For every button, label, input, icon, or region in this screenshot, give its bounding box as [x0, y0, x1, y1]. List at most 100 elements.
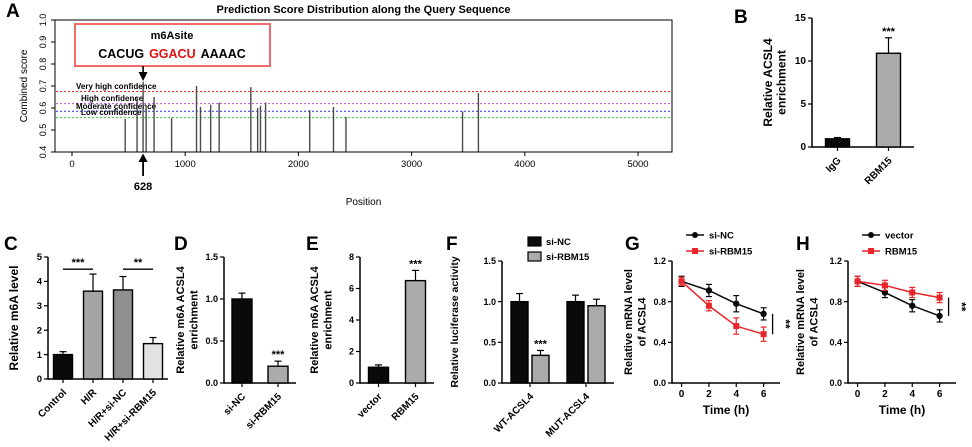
- y-tick-label: 0.4: [38, 146, 48, 159]
- y-axis-label: Relative m6A ACSL4: [175, 265, 187, 373]
- y-axis-label: Combined score: [19, 49, 30, 122]
- series-line: [857, 280, 940, 299]
- y-axis-label: Relative luciferase activity: [449, 256, 461, 387]
- bar: [510, 300, 529, 384]
- panel-C-chart: 0 1 2 3 4 5 Relative m6A level Control H/RH/R+si…: [7, 252, 168, 444]
- y-axis-label: Relative mRNA level: [795, 269, 807, 375]
- bar: [824, 138, 851, 148]
- y-tick-label: 0: [349, 378, 354, 388]
- y-tick-label: 4: [349, 315, 354, 325]
- panel-letter-F: F: [446, 234, 458, 255]
- x-category-label: RBM15: [390, 391, 422, 423]
- panel-B-chart: 0 5 10 15 Relative ACSL4 enrichment *** IgG RBM1…: [761, 13, 914, 187]
- panel-letter-B: B: [734, 7, 748, 28]
- series-line: [681, 280, 764, 315]
- sig-stars: ***: [272, 349, 286, 361]
- x-tick-label: 2: [882, 389, 888, 400]
- x-tick-label: 2: [706, 389, 712, 400]
- x-category-label: WT-ACSL4: [492, 391, 536, 435]
- panel-letter-D: D: [174, 234, 188, 255]
- panel-letter-E: E: [306, 234, 319, 255]
- bar: [367, 366, 390, 384]
- panel-G-chart: 0.0 0.4 0.8 1.2 Relative mRNA level of ACSL4 0…: [623, 231, 793, 418]
- m6a-sequence: CACUG GGACU AAAAC: [98, 47, 246, 61]
- y-tick-label: 1.5: [205, 252, 218, 262]
- y-tick-label: 4: [37, 277, 43, 288]
- y-tick-label: 15: [795, 13, 807, 24]
- sig-stars: ***: [534, 338, 548, 350]
- y-tick-label: 0.6: [38, 102, 48, 115]
- series-line: [681, 280, 764, 335]
- legend-marker: [868, 248, 874, 254]
- panel-E-chart: 0 2 4 6 8 Relative m6A ACSL4 enrichment *** vect…: [309, 252, 434, 423]
- bar: [267, 365, 289, 384]
- x-tick-label: 0: [69, 159, 74, 170]
- y-axis-label: enrichment: [189, 290, 201, 350]
- y-tick-label: 1.0: [38, 14, 48, 27]
- x-tick-label: 6: [937, 389, 943, 400]
- marker-circle: [705, 287, 713, 294]
- series-line: [857, 280, 940, 317]
- x-category-label: si-RBM15: [244, 391, 284, 431]
- x-category-label: si-NC: [222, 391, 248, 417]
- threshold-label: Moderate confidence: [76, 102, 157, 111]
- y-tick-label: 10: [795, 56, 807, 67]
- y-tick-label: 1.0: [483, 297, 496, 307]
- y-tick-label: 0.4: [829, 338, 842, 348]
- arrow-position-label: 628: [134, 181, 152, 193]
- panel-A: A Prediction Score Distribution along th…: [0, 0, 700, 225]
- panel-A-chart: Prediction Score Distribution along the …: [19, 4, 673, 208]
- sig-stars: **: [134, 257, 143, 269]
- y-tick-label: 1.5: [483, 256, 496, 266]
- marker-square: [678, 278, 685, 285]
- down-arrow-head: [138, 72, 148, 81]
- y-tick-label: 0.8: [653, 297, 666, 307]
- y-axis-label: Relative ACSL4: [761, 38, 775, 127]
- sig-stars: ***: [882, 26, 896, 38]
- panel-G: G 0.0 0.4 0.8 1.2 Relative mRNA level of ACSL…: [620, 225, 793, 447]
- legend-marker: [692, 232, 698, 238]
- x-tick-label: 5000: [627, 159, 648, 170]
- marker-square: [760, 331, 767, 338]
- panel-H: H 0.0 0.4 0.8 1.2 Relative mRNA level of ACSL…: [792, 225, 972, 447]
- marker-circle: [936, 312, 943, 320]
- y-tick-label: 6: [349, 284, 354, 294]
- x-category-label: MUT-ACSL4: [544, 391, 593, 440]
- bar: [142, 342, 164, 380]
- x-axis-label: Time (h): [879, 403, 925, 417]
- threshold-label: High confidence: [81, 94, 144, 103]
- y-tick-label: 0.0: [653, 378, 666, 388]
- bar: [82, 290, 104, 380]
- panel-F: F 0.0 0.5 1.0 1.5 Relative luciferase activi…: [444, 225, 620, 447]
- legend-label: si-NC: [709, 231, 734, 242]
- marker-square: [854, 278, 861, 285]
- panel-letter-C: C: [4, 234, 18, 255]
- panel-letter-H: H: [796, 234, 810, 255]
- y-axis-label: enrichment: [775, 50, 789, 115]
- bar: [231, 298, 253, 384]
- y-tick-label: 3: [37, 301, 42, 312]
- y-tick-label: 0.5: [205, 336, 218, 346]
- marker-circle: [760, 310, 767, 318]
- legend-swatch: [527, 251, 542, 262]
- x-category-label: H/R: [79, 387, 100, 408]
- x-category-label: Control: [36, 387, 69, 420]
- bar: [531, 354, 550, 384]
- y-tick-label: 0.9: [38, 36, 48, 49]
- y-tick-label: 0.4: [653, 338, 666, 348]
- y-tick-label: 0.7: [38, 80, 48, 93]
- sig-stars: ***: [72, 257, 86, 269]
- y-axis-label: of ACSL4: [637, 297, 649, 347]
- x-category-label: RBM15: [863, 155, 895, 187]
- y-tick-label: 0.8: [829, 297, 842, 307]
- bar: [875, 52, 902, 148]
- y-tick-label: 0: [37, 374, 42, 385]
- y-tick-label: 5: [800, 99, 806, 110]
- panel-F-chart: 0.0 0.5 1.0 1.5 Relative luciferase activity…: [449, 236, 614, 440]
- panel-C: C 0 1 2 3 4 5 Relative m6A level Control H/R H/R+…: [2, 225, 172, 447]
- sig-stars: **: [955, 302, 969, 312]
- marker-square: [909, 289, 916, 296]
- y-axis-label: of ACSL4: [809, 297, 821, 347]
- sig-stars: **: [779, 319, 793, 329]
- up-arrow-head: [138, 153, 148, 162]
